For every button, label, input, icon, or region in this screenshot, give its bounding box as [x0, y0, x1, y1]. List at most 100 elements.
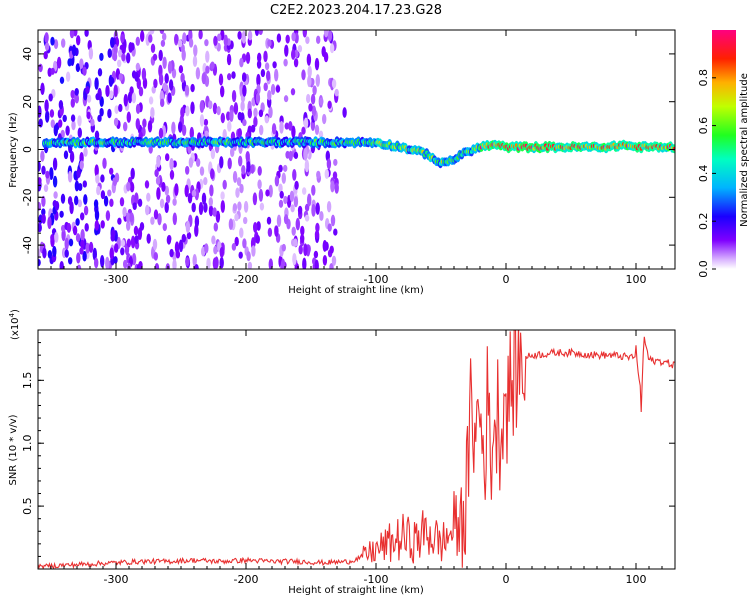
spectrogram-speckle — [38, 248, 41, 259]
spectrogram-speckle — [232, 203, 238, 212]
spectrogram-speckle — [167, 92, 172, 104]
spectrogram-speckle — [78, 182, 83, 192]
spectrogram-speckle — [289, 190, 295, 202]
spectrogram-speckle — [126, 220, 131, 231]
spectrogram-speckle — [67, 58, 72, 67]
spectrogram-speckle — [291, 49, 296, 60]
spectrogram-speckle — [257, 179, 262, 190]
spectrogram-speckle — [88, 241, 94, 253]
spectrogram-speckle — [53, 191, 58, 199]
spectrogram-speckle — [283, 58, 288, 67]
spectrogram-speckle — [185, 256, 190, 267]
spectrogram-speckle — [105, 210, 111, 221]
y-tick-label: 0 — [21, 146, 34, 153]
spectrogram-speckle — [72, 225, 78, 236]
spectrogram-speckle — [77, 115, 82, 127]
spectrogram-speckle — [220, 85, 225, 98]
spectrogram-speckle — [59, 76, 65, 84]
spectrogram-speckle — [123, 121, 128, 132]
spectrogram-speckle — [69, 30, 75, 39]
spectrogram-speckle — [265, 189, 270, 197]
spectrogram-speckle — [303, 147, 308, 161]
spectrogram-speckle — [274, 68, 279, 82]
spectrogram-speckle — [165, 194, 171, 204]
spectrogram-speckle — [70, 114, 76, 122]
spectrogram-speckle — [83, 205, 89, 216]
spectrogram-speckle — [258, 30, 263, 35]
spectrogram-speckle — [326, 158, 332, 170]
spectrogram-speckle — [126, 212, 131, 224]
spectrogram-speckle — [302, 187, 307, 195]
spectrogram-speckle — [315, 202, 320, 215]
spectrogram-speckle — [283, 95, 289, 103]
spectrogram-speckle — [279, 190, 284, 199]
spectrogram-speckle — [315, 74, 320, 87]
spectrogram-speckle — [99, 107, 104, 117]
spectrogram-speckle — [161, 181, 166, 192]
spectrogram-speckle — [301, 69, 306, 81]
spectrogram-speckle — [253, 107, 258, 118]
spectrogram-speckle — [159, 30, 165, 35]
spectrogram-speckle — [49, 109, 55, 118]
spectrogram-speckle — [236, 177, 242, 187]
spectrogram-speckle — [134, 192, 139, 205]
spectrogram-speckle — [71, 44, 77, 57]
colorbar-tick-label: 0.8 — [697, 69, 710, 87]
spectrogram-speckle — [292, 252, 297, 266]
spectrogram-speckle — [40, 150, 45, 162]
spectrogram-speckle — [166, 235, 172, 245]
spectrogram-speckle — [223, 34, 228, 47]
spectrogram-speckle — [171, 121, 176, 135]
spectrogram-speckle — [181, 233, 186, 243]
spectrogram-speckle — [80, 239, 85, 249]
spectrogram-speckle — [306, 93, 311, 104]
colorbar-tick-label: 0.6 — [697, 117, 710, 135]
spectrogram-speckle — [52, 175, 58, 188]
spectrogram-speckle — [95, 174, 100, 184]
spectrogram-speckle — [135, 36, 140, 46]
spectrogram-speckle — [42, 247, 47, 259]
spectrogram-speckle — [266, 216, 272, 225]
spectrogram-speckle — [52, 157, 58, 171]
spectrogram-speckle — [314, 259, 319, 269]
spectrogram-speckle — [214, 256, 219, 269]
spectrogram-speckle — [302, 257, 307, 269]
spectrogram-speckle — [228, 218, 234, 231]
spectrogram-speckle — [158, 127, 164, 139]
spectrogram-speckle — [117, 217, 122, 225]
spectrogram-speckle — [303, 117, 309, 129]
spectrogram-speckle — [162, 223, 167, 232]
spectrogram-speckle — [231, 89, 237, 103]
spectrogram-speckle — [56, 56, 62, 69]
spectrogram-speckle — [38, 201, 42, 211]
spectrogram-speckle — [203, 202, 208, 213]
spectrogram-speckle — [209, 184, 214, 197]
spectrogram-speckle — [211, 235, 216, 245]
spectrogram-speckle — [113, 84, 118, 97]
spectrogram-speckle — [180, 72, 185, 83]
spectrogram-speckle — [241, 164, 246, 175]
spectrogram-speckle — [243, 216, 248, 225]
spectrogram-speckle — [105, 256, 110, 269]
spectrogram-speckle — [47, 250, 53, 259]
spectrogram-speckle — [283, 214, 289, 225]
spectrogram-speckle — [75, 233, 81, 243]
spectrogram-speckle — [194, 187, 199, 201]
spectrogram-speckle — [243, 200, 249, 213]
spectrogram-speckle — [97, 114, 102, 123]
spectrogram-speckle — [293, 238, 298, 247]
spectrogram-speckle — [138, 86, 144, 97]
colorbar: 0.0 0.2 0.4 0.6 0.8 Normalized spectral ampl… — [697, 30, 750, 278]
spectrogram-ridge-cell — [672, 146, 675, 151]
spectrogram-speckle — [119, 197, 125, 207]
spectrogram-speckle — [85, 85, 90, 95]
spectrogram-speckle — [271, 123, 277, 135]
spectrogram-speckle — [239, 227, 244, 239]
spectrogram-speckle — [122, 206, 127, 217]
spectrogram-speckle — [103, 195, 109, 207]
spectrogram-speckle — [237, 111, 242, 121]
spectrogram-speckle — [142, 118, 147, 128]
spectrogram-speckle — [297, 205, 303, 215]
spectrogram-speckle — [216, 105, 221, 116]
spectrogram-speckle — [307, 75, 312, 88]
